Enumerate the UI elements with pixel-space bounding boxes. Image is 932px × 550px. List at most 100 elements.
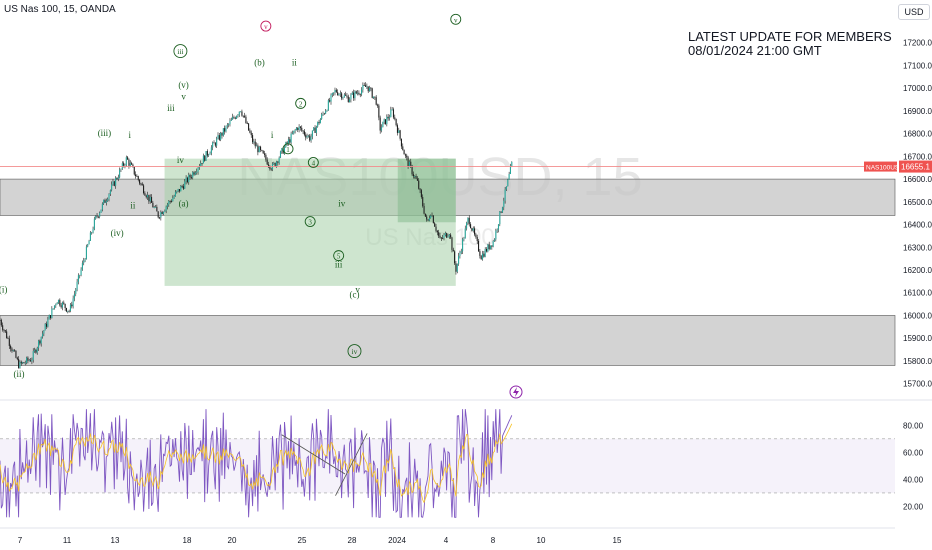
candle-body bbox=[162, 211, 165, 215]
price-tick-label: 15900.0 bbox=[903, 334, 932, 343]
candle-body bbox=[259, 146, 262, 151]
candle-body bbox=[92, 229, 94, 233]
candle-body bbox=[189, 174, 191, 178]
candle-body bbox=[423, 206, 425, 214]
candle-body bbox=[140, 183, 142, 185]
candle-body bbox=[156, 206, 158, 212]
rsi-tick-label: 40.00 bbox=[903, 475, 924, 484]
candle-body bbox=[454, 251, 456, 264]
candle-body bbox=[173, 196, 175, 199]
candle-body bbox=[43, 330, 45, 334]
candle-body bbox=[427, 219, 429, 221]
candle-body bbox=[480, 255, 482, 260]
candle-body bbox=[343, 94, 345, 98]
candle-body bbox=[206, 151, 208, 156]
candle-body bbox=[252, 135, 254, 143]
candle-body bbox=[452, 249, 454, 252]
candle-body bbox=[224, 128, 226, 132]
candle-body bbox=[428, 218, 430, 221]
candle-body bbox=[299, 126, 301, 128]
candle-body bbox=[246, 123, 248, 124]
candle-body bbox=[250, 132, 252, 136]
time-tick-label: 25 bbox=[298, 536, 307, 545]
candle-body bbox=[491, 245, 493, 247]
wave-label: (b) bbox=[254, 57, 265, 67]
candle-body bbox=[2, 325, 4, 330]
candle-body bbox=[119, 169, 121, 178]
time-tick-label: 4 bbox=[444, 536, 449, 545]
candle-body bbox=[378, 105, 380, 118]
candle-body bbox=[232, 116, 234, 120]
candle-body bbox=[492, 241, 494, 247]
candle-body bbox=[331, 93, 333, 95]
candle-body bbox=[448, 234, 450, 237]
candle-body bbox=[338, 93, 340, 96]
candle-body bbox=[396, 125, 399, 133]
candle-body bbox=[28, 360, 30, 362]
candle-body bbox=[34, 349, 36, 352]
candle-body bbox=[45, 323, 48, 327]
candle-body bbox=[56, 302, 58, 305]
candle-body bbox=[346, 95, 348, 97]
time-tick-label: 20 bbox=[228, 536, 237, 545]
candle-body bbox=[273, 162, 275, 164]
candle-body bbox=[333, 92, 335, 94]
candle-body bbox=[339, 93, 341, 95]
wave-label: iv bbox=[177, 155, 185, 165]
candle-body bbox=[148, 194, 150, 202]
candle-body bbox=[112, 181, 114, 185]
candle-body bbox=[301, 127, 303, 131]
candle-body bbox=[467, 217, 469, 223]
candle-body bbox=[111, 184, 113, 191]
candle-body bbox=[241, 111, 243, 116]
candle-body bbox=[217, 135, 219, 139]
candle-body bbox=[375, 97, 377, 105]
candle-body bbox=[12, 350, 14, 352]
candle-body bbox=[59, 299, 61, 306]
candle-body bbox=[281, 148, 283, 152]
rsi-tick-label: 20.00 bbox=[903, 502, 924, 511]
candle-body bbox=[353, 92, 355, 99]
candle-body bbox=[44, 323, 46, 331]
time-tick-label: 11 bbox=[63, 536, 72, 545]
candle-body bbox=[318, 121, 320, 124]
wave-label: (v) bbox=[178, 80, 189, 90]
wave-label: iv bbox=[338, 198, 346, 208]
candle-body bbox=[184, 181, 186, 189]
candle-body bbox=[283, 147, 286, 154]
candle-body bbox=[165, 206, 167, 211]
candle-body bbox=[400, 138, 402, 147]
candle-body bbox=[228, 124, 230, 125]
wave-label: i bbox=[129, 130, 132, 140]
candle-body bbox=[209, 153, 211, 155]
candle-body bbox=[4, 330, 6, 332]
candle-body bbox=[438, 232, 440, 236]
candle-body bbox=[496, 229, 498, 231]
candle-body bbox=[323, 113, 325, 115]
candle-body bbox=[394, 117, 396, 119]
price-tick-label: 16100.0 bbox=[903, 289, 932, 298]
candle-body bbox=[100, 209, 102, 213]
candle-body bbox=[101, 203, 103, 210]
symbol-tag bbox=[864, 161, 897, 172]
candle-body bbox=[337, 92, 339, 96]
candle-body bbox=[180, 186, 182, 192]
candle-body bbox=[172, 198, 174, 202]
candle-body bbox=[24, 362, 26, 364]
candle-body bbox=[237, 114, 239, 117]
candle-body bbox=[464, 228, 466, 239]
candle-body bbox=[202, 155, 204, 164]
candle-body bbox=[303, 131, 305, 135]
candle-body bbox=[327, 100, 329, 111]
wave-circle bbox=[173, 44, 188, 59]
candle-body bbox=[230, 119, 232, 121]
wave-circle bbox=[260, 20, 272, 32]
candle-body bbox=[345, 94, 347, 96]
currency-button[interactable]: USD bbox=[898, 4, 930, 20]
candle-body bbox=[214, 142, 216, 146]
candle-body bbox=[390, 109, 392, 118]
candle-body bbox=[67, 310, 69, 312]
candle-body bbox=[226, 124, 228, 127]
price-tick-label: 15800.0 bbox=[903, 357, 932, 366]
